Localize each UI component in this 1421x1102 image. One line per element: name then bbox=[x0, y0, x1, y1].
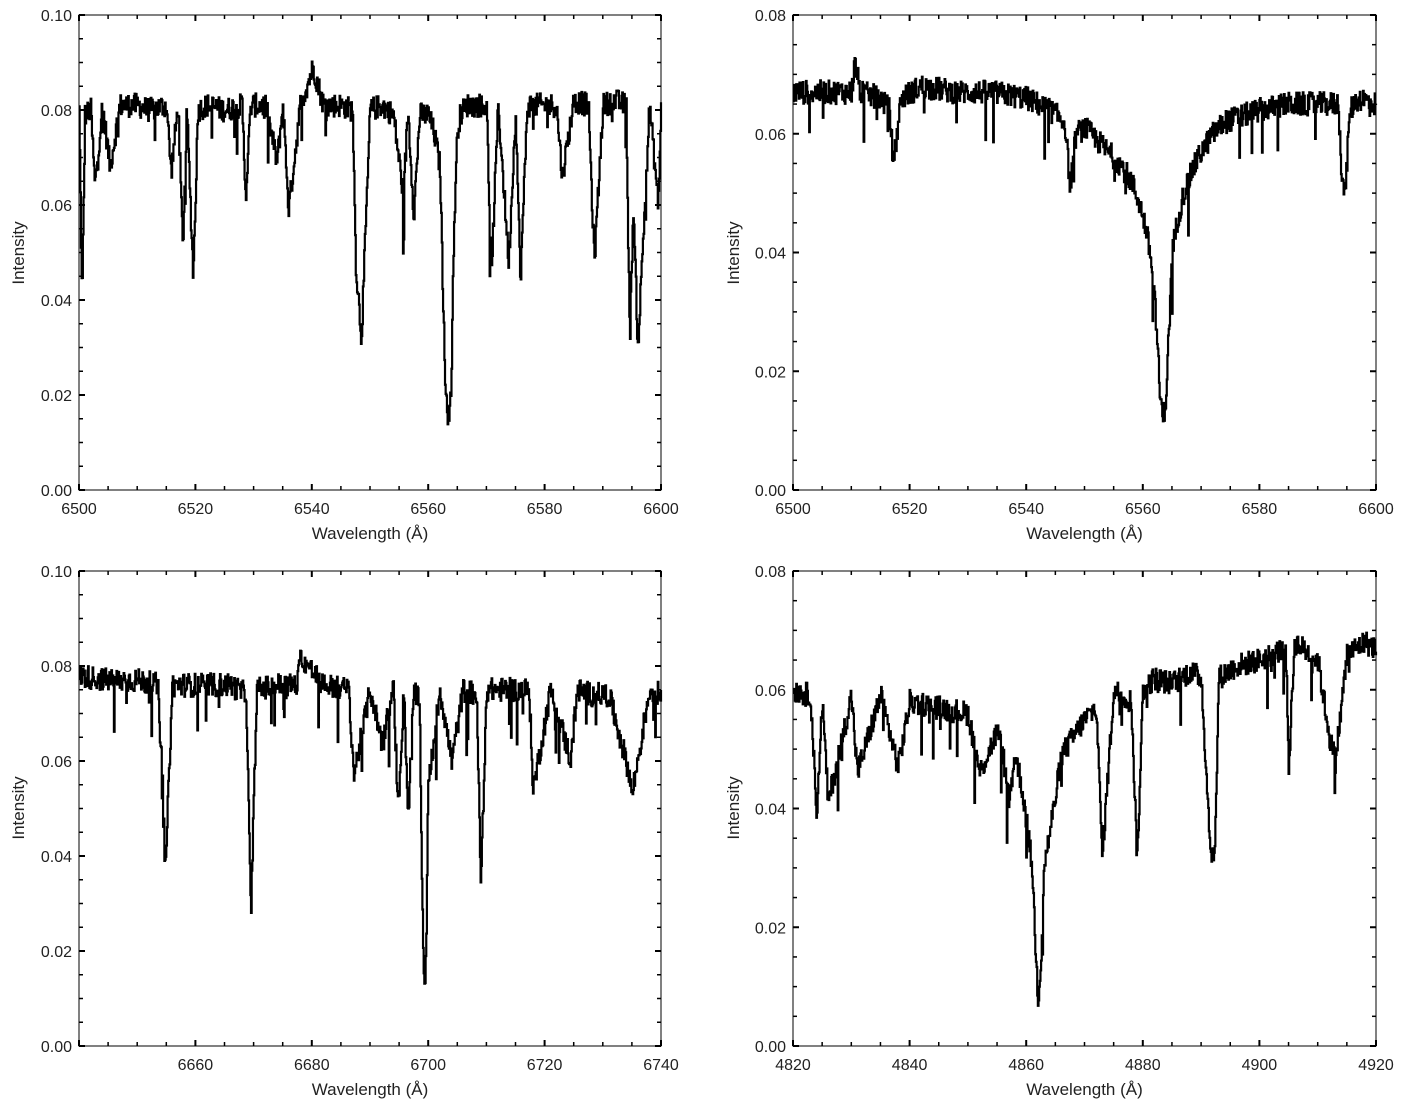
y-axis-title: Intensity bbox=[9, 776, 28, 840]
y-tick-label: 0.04 bbox=[755, 246, 786, 263]
x-tick-label: 6740 bbox=[643, 1057, 679, 1074]
x-tick-label: 6680 bbox=[294, 1057, 330, 1074]
y-axis-title: Intensity bbox=[724, 221, 743, 285]
y-tick-label: 0.00 bbox=[41, 1039, 72, 1056]
y-tick-label: 0.06 bbox=[755, 127, 786, 144]
x-tick-label: 6720 bbox=[527, 1057, 563, 1074]
x-tick-label: 6520 bbox=[892, 501, 928, 518]
x-tick-label: 6560 bbox=[410, 501, 446, 518]
x-axis-title: Wavelength (Å) bbox=[312, 1080, 429, 1099]
y-tick-label: 0.06 bbox=[41, 754, 72, 771]
x-tick-label: 4900 bbox=[1242, 1057, 1278, 1074]
x-tick-label: 6580 bbox=[527, 501, 563, 518]
x-tick-label: 6700 bbox=[410, 1057, 446, 1074]
spectrum-line bbox=[792, 631, 1378, 1007]
x-tick-label: 6540 bbox=[1008, 501, 1044, 518]
x-tick-label: 6560 bbox=[1125, 501, 1161, 518]
y-tick-label: 0.04 bbox=[41, 849, 72, 866]
spectrum-panel-top-left: 6500 6520 6540 6560 6580 6600 0.00 0.02 0.04 0.06… bbox=[9, 8, 679, 543]
y-tick-label: 0.06 bbox=[41, 198, 72, 215]
spectrum-line bbox=[792, 56, 1378, 423]
y-tick-label: 0.00 bbox=[41, 483, 72, 500]
y-axis-title: Intensity bbox=[724, 776, 743, 840]
spectrum-line bbox=[78, 60, 663, 426]
spectrum-panel-bottom-right: 4820 4840 4860 4880 4900 4920 0.00 0.02 0.04 0.06… bbox=[724, 564, 1394, 1099]
spectrum-panel-bottom-left: 6660 6680 6700 6720 6740 0.00 0.02 0.04 0.06 0.08… bbox=[9, 564, 679, 1099]
y-tick-label: 0.08 bbox=[41, 659, 72, 676]
x-tick-label: 4920 bbox=[1358, 1057, 1394, 1074]
y-axis-title: Intensity bbox=[9, 221, 28, 285]
x-tick-label: 6500 bbox=[775, 501, 811, 518]
x-tick-label: 6500 bbox=[61, 501, 97, 518]
y-tick-label: 0.08 bbox=[41, 103, 72, 120]
y-tick-label: 0.02 bbox=[41, 388, 72, 405]
y-tick-label: 0.02 bbox=[755, 364, 786, 381]
x-tick-label: 6520 bbox=[178, 501, 214, 518]
x-tick-label: 6600 bbox=[643, 501, 679, 518]
spectrum-panel-top-right: 6500 6520 6540 6560 6580 6600 0.00 0.02 0.04 0.06… bbox=[724, 8, 1394, 543]
y-tick-label: 0.06 bbox=[755, 683, 786, 700]
y-tick-label: 0.02 bbox=[41, 944, 72, 961]
y-tick-label: 0.08 bbox=[755, 8, 786, 25]
x-tick-label: 6580 bbox=[1242, 501, 1278, 518]
y-tick-label: 0.08 bbox=[755, 564, 786, 581]
y-tick-label: 0.04 bbox=[41, 293, 72, 310]
x-axis-title: Wavelength (Å) bbox=[1026, 1080, 1143, 1099]
x-tick-label: 6660 bbox=[178, 1057, 214, 1074]
x-axis-title: Wavelength (Å) bbox=[1026, 524, 1143, 543]
x-tick-label: 4820 bbox=[775, 1057, 811, 1074]
x-axis-title: Wavelength (Å) bbox=[312, 524, 429, 543]
y-tick-label: 0.04 bbox=[755, 802, 786, 819]
y-tick-label: 0.10 bbox=[41, 8, 72, 25]
y-tick-label: 0.00 bbox=[755, 1039, 786, 1056]
x-tick-label: 6540 bbox=[294, 501, 330, 518]
x-tick-label: 4880 bbox=[1125, 1057, 1161, 1074]
y-tick-label: 0.00 bbox=[755, 483, 786, 500]
y-tick-label: 0.02 bbox=[755, 920, 786, 937]
x-tick-label: 6600 bbox=[1358, 501, 1394, 518]
x-tick-label: 4840 bbox=[892, 1057, 928, 1074]
x-tick-label: 4860 bbox=[1008, 1057, 1044, 1074]
y-tick-label: 0.10 bbox=[41, 564, 72, 581]
spectrum-line bbox=[78, 649, 663, 985]
